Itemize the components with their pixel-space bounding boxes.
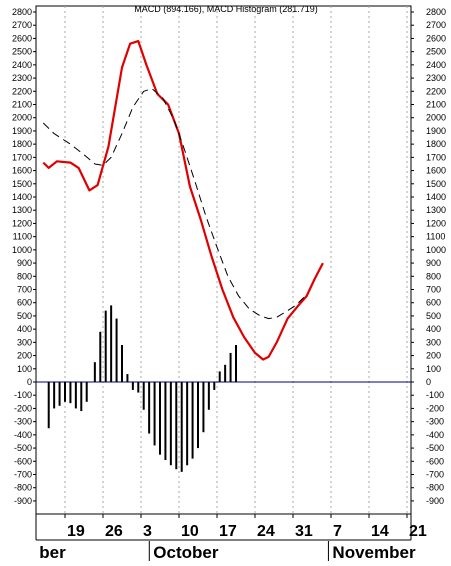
month-label: October — [153, 543, 219, 561]
y-tick-label-left: 500 — [17, 311, 32, 321]
y-tick-label-right: 2000 — [426, 113, 446, 123]
y-tick-label-right: 2700 — [426, 20, 446, 30]
y-tick-label-right: 1600 — [426, 166, 446, 176]
y-tick-label-right: 1400 — [426, 192, 446, 202]
y-tick-label-right: -200 — [426, 403, 444, 413]
y-tick-label-right: 2800 — [426, 7, 446, 17]
y-tick-label-left: -600 — [14, 456, 32, 466]
date-tick-label: 10 — [181, 523, 199, 540]
y-tick-label-right: -300 — [426, 417, 444, 427]
y-tick-label-right: -500 — [426, 443, 444, 453]
y-tick-label-left: 1500 — [12, 179, 32, 189]
y-tick-label-left: 1700 — [12, 152, 32, 162]
date-tick-label: 26 — [105, 523, 123, 540]
y-tick-label-right: 100 — [426, 364, 441, 374]
y-tick-label-left: -900 — [14, 496, 32, 506]
y-tick-label-right: 2600 — [426, 33, 446, 43]
y-tick-label-left: 2600 — [12, 33, 32, 43]
y-tick-label-right: 2100 — [426, 100, 446, 110]
date-tick-label: 19 — [67, 523, 85, 540]
y-tick-label-right: -600 — [426, 456, 444, 466]
y-tick-label-left: 1100 — [13, 232, 32, 242]
y-tick-label-left: 400 — [17, 324, 32, 334]
y-tick-label-left: 2300 — [12, 73, 32, 83]
y-tick-label-left: 2000 — [12, 113, 32, 123]
y-tick-label-left: -200 — [14, 403, 32, 413]
y-tick-label-right: 200 — [426, 351, 441, 361]
y-tick-label-left: 0 — [27, 377, 32, 387]
y-tick-label-left: 1800 — [12, 139, 32, 149]
y-tick-label-right: 1900 — [426, 126, 446, 136]
y-tick-label-left: 2800 — [12, 7, 32, 17]
y-tick-label-left: 700 — [17, 285, 32, 295]
date-tick-label: 17 — [219, 523, 237, 540]
y-tick-label-right: 1200 — [426, 218, 446, 228]
y-tick-label-left: 1300 — [12, 205, 32, 215]
y-tick-label-right: -100 — [426, 390, 444, 400]
y-tick-label-right: 2500 — [426, 47, 446, 57]
y-tick-label-left: 300 — [17, 337, 32, 347]
y-tick-label-left: 1600 — [12, 166, 32, 176]
date-tick-label: 14 — [371, 523, 389, 540]
y-tick-label-left: -700 — [14, 470, 32, 480]
y-tick-label-right: 1100 — [426, 232, 445, 242]
y-tick-label-right: 700 — [426, 285, 441, 295]
y-tick-label-left: 2500 — [12, 47, 32, 57]
y-tick-label-right: 1000 — [426, 245, 446, 255]
plot-frame — [35, 5, 412, 515]
y-tick-label-right: 0 — [426, 377, 431, 387]
y-tick-label-right: 600 — [426, 298, 441, 308]
chart-title: MACD (894.166), MACD Histogram (281.719) — [134, 4, 318, 14]
y-tick-label-right: 2200 — [426, 86, 446, 96]
y-tick-label-left: 1200 — [12, 218, 32, 228]
y-tick-label-left: 2700 — [12, 20, 32, 30]
y-tick-label-right: 1500 — [426, 179, 446, 189]
date-tick-label: 31 — [295, 523, 313, 540]
y-tick-label-left: 800 — [17, 271, 32, 281]
y-tick-label-left: 200 — [17, 351, 32, 361]
y-tick-label-left: 900 — [17, 258, 32, 268]
y-tick-label-left: -100 — [14, 390, 32, 400]
y-tick-label-right: 2300 — [426, 73, 446, 83]
y-tick-label-right: 400 — [426, 324, 441, 334]
y-tick-label-left: 2100 — [12, 100, 32, 110]
date-tick-label: 24 — [257, 523, 275, 540]
y-tick-label-left: 2200 — [12, 86, 32, 96]
y-tick-label-right: -400 — [426, 430, 444, 440]
y-tick-label-right: 900 — [426, 258, 441, 268]
y-tick-label-right: 800 — [426, 271, 441, 281]
y-tick-label-right: 1800 — [426, 139, 446, 149]
date-tick-label: 7 — [333, 523, 342, 540]
series-layer — [42, 40, 324, 472]
y-tick-label-right: 1700 — [426, 152, 446, 162]
y-tick-label-left: -500 — [14, 443, 32, 453]
signal-line — [42, 88, 305, 320]
y-tick-label-right: 1300 — [426, 205, 446, 215]
grid-layer — [35, 5, 412, 515]
y-tick-label-left: 1400 — [12, 192, 32, 202]
y-tick-label-right: 2400 — [426, 60, 446, 70]
date-tick-label: 3 — [143, 523, 152, 540]
y-tick-label-left: -300 — [14, 417, 32, 427]
y-tick-label-left: 600 — [17, 298, 32, 308]
month-label: November — [332, 543, 416, 561]
y-tick-label-right: 300 — [426, 337, 441, 347]
y-tick-label-right: -800 — [426, 483, 444, 493]
y-tick-label-right: 500 — [426, 311, 441, 321]
y-tick-label-left: -800 — [14, 483, 32, 493]
y-tick-label-left: 2400 — [12, 60, 32, 70]
date-tick-label: 21 — [409, 523, 427, 540]
y-tick-label-right: -700 — [426, 470, 444, 480]
y-tick-label-left: 100 — [17, 364, 32, 374]
y-tick-label-right: -900 — [426, 496, 444, 506]
y-tick-label-left: 1000 — [12, 245, 32, 255]
y-tick-label-left: -400 — [14, 430, 32, 440]
y-tick-label-left: 1900 — [12, 126, 32, 136]
month-label: ber — [39, 543, 66, 561]
